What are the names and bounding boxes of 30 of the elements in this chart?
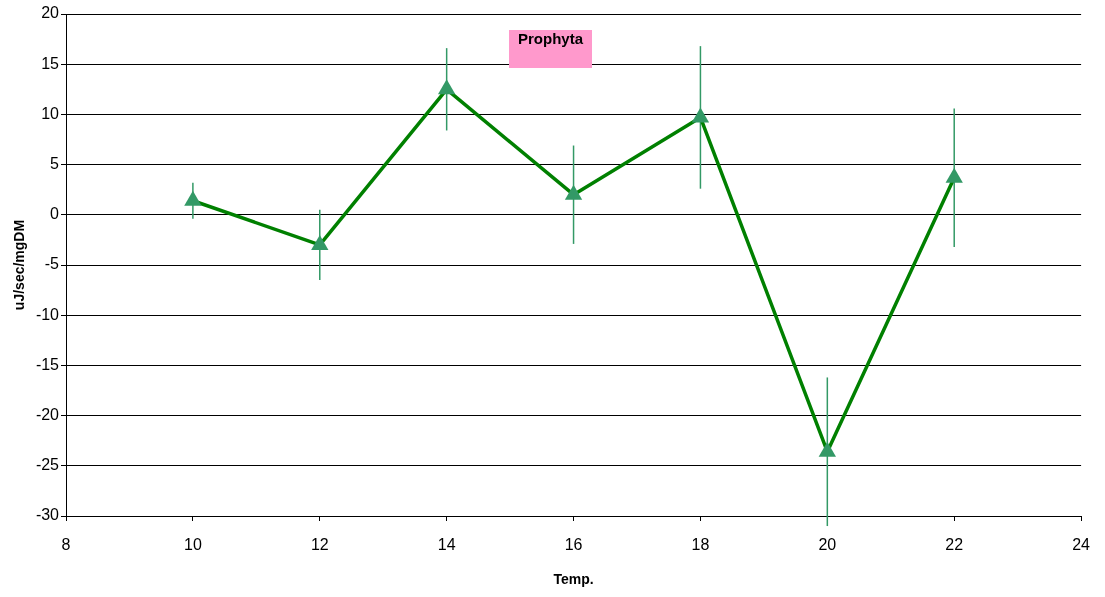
x-tick-label: 14 <box>437 536 456 554</box>
y-tick-label: 15 <box>41 54 60 72</box>
text: Prophyta <box>509 30 593 68</box>
x-tick-label: 22 <box>945 536 964 554</box>
x-tick-label: 18 <box>691 536 710 554</box>
point <box>564 184 583 200</box>
point <box>691 107 710 123</box>
x-axis-title: Temp. <box>553 571 594 588</box>
y-axis-title: uJ/sec/mgDM <box>11 219 28 311</box>
x-tick-label: 20 <box>818 536 837 554</box>
x-tick-label: 12 <box>310 536 329 554</box>
y-tick-label: -20 <box>35 406 60 424</box>
point <box>945 167 963 183</box>
x-tick-label: 16 <box>564 536 583 554</box>
point <box>818 441 836 457</box>
point <box>438 79 456 95</box>
x-tick-label: 8 <box>61 536 71 554</box>
y-tick-label: -15 <box>35 355 60 373</box>
y-tick-label: 20 <box>41 4 60 22</box>
y-tick-label: -30 <box>35 506 60 524</box>
y-tick-label: -10 <box>35 305 60 323</box>
y-tick-label: -5 <box>44 255 60 273</box>
y-tick-label: -25 <box>35 456 60 474</box>
x-tick-label: 24 <box>1072 536 1091 554</box>
point <box>311 234 329 250</box>
x-tick-label: 10 <box>183 536 202 554</box>
y-tick-label: 10 <box>41 104 60 122</box>
y-tick-label: 5 <box>50 155 60 173</box>
point <box>184 190 202 206</box>
y-tick-label: 0 <box>50 205 60 223</box>
